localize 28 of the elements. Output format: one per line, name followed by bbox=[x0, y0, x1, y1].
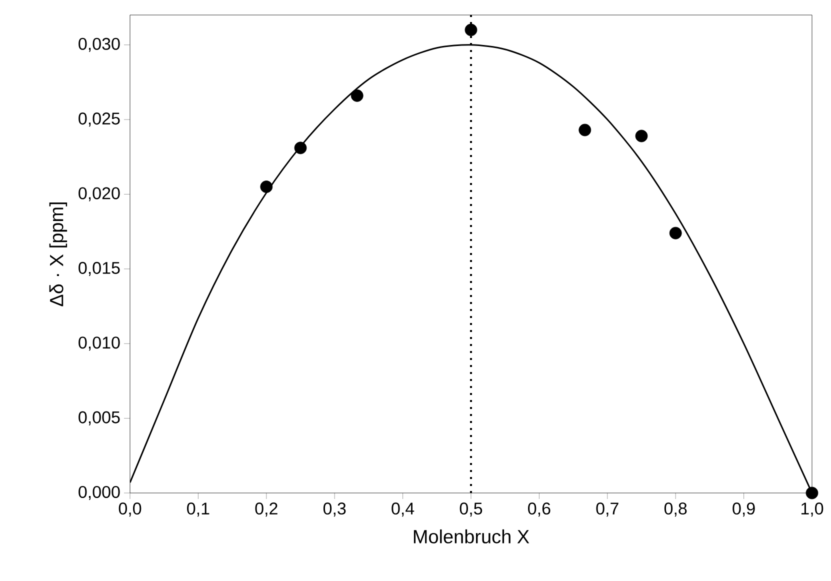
x-tick-label: 1,0 bbox=[801, 502, 824, 517]
y-axis-title: Δδ · X [ppm] bbox=[49, 202, 68, 306]
x-tick-label: 0,7 bbox=[596, 502, 618, 517]
x-tick-label: 0,3 bbox=[323, 502, 346, 517]
y-tick-label: 0,005 bbox=[78, 411, 120, 426]
y-tick-label: 0,015 bbox=[78, 262, 120, 276]
point bbox=[294, 142, 307, 154]
y-tick-label: 0,020 bbox=[78, 187, 120, 202]
x-tick-label: 0,4 bbox=[392, 502, 414, 517]
point bbox=[464, 24, 478, 36]
point bbox=[806, 486, 818, 500]
x-tick-label: 0,6 bbox=[528, 502, 550, 517]
point bbox=[350, 89, 364, 102]
point bbox=[260, 180, 273, 193]
x-tick-label: 0,8 bbox=[664, 502, 687, 517]
x-axis-title: Molenbruch X bbox=[414, 529, 530, 544]
point bbox=[635, 130, 648, 142]
y-tick-label: 0,010 bbox=[78, 336, 120, 351]
y-tick-label: 0,030 bbox=[78, 38, 120, 52]
y-tick-label: 0,025 bbox=[78, 112, 120, 127]
x-tick-label: 0,5 bbox=[460, 502, 482, 517]
point bbox=[669, 226, 682, 240]
x-tick-label: 0,9 bbox=[732, 502, 755, 517]
x-tick-label: 0,2 bbox=[255, 502, 278, 517]
x-tick-label: 0,1 bbox=[187, 502, 210, 517]
x-tick-label: 0,0 bbox=[118, 502, 142, 517]
point bbox=[578, 124, 592, 136]
y-tick-label: 0,000 bbox=[78, 486, 120, 500]
